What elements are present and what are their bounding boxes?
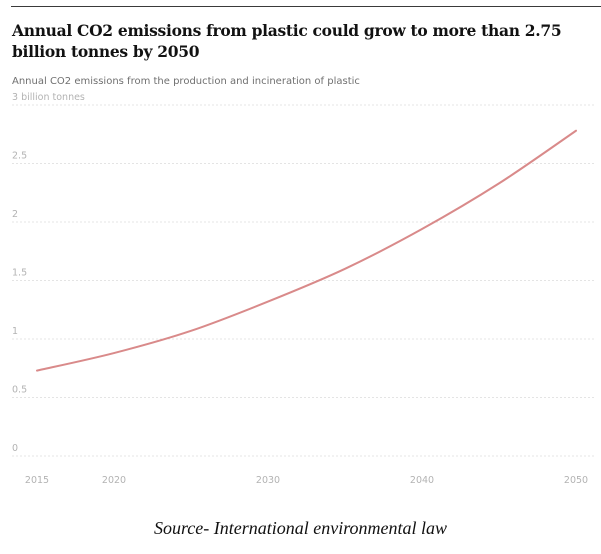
y-tick-label: 2 [12, 209, 18, 220]
data-point [575, 130, 577, 132]
source-caption: Source- International environmental law [153, 518, 448, 538]
y-tick-label: 1.5 [12, 268, 27, 279]
y-tick-label: 3 billion tonnes [12, 92, 85, 103]
y-tick-label: 2.5 [12, 151, 27, 162]
top-rule [11, 6, 601, 7]
data-point [344, 268, 346, 270]
x-tick-label: 2040 [410, 475, 434, 486]
x-tick-label: 2030 [256, 475, 280, 486]
y-tick-label: 0 [12, 443, 18, 454]
chart-subtitle: Annual CO2 emissions from the production… [12, 76, 360, 87]
grid-lines [12, 104, 596, 457]
data-point [190, 330, 192, 332]
x-tick-label: 2020 [102, 475, 126, 486]
data-point [498, 182, 500, 184]
data-point [113, 352, 115, 354]
y-tick-label: 0.5 [12, 385, 27, 396]
chart-title: Annual CO2 emissions from plastic could … [12, 21, 562, 61]
x-tick-labels: 2015 2020 2030 2040 2050 [25, 475, 588, 486]
data-point [36, 370, 38, 372]
series-line [36, 129, 577, 372]
y-tick-label: 1 [12, 326, 18, 337]
series-group [36, 129, 577, 372]
line-chart: 0 0.5 1 1.5 2 2.5 3 billion tonnes 2015 2020 203… [12, 92, 596, 486]
x-tick-label: 2015 [25, 475, 49, 486]
y-tick-labels: 0 0.5 1 1.5 2 2.5 3 billion tonnes [12, 92, 85, 454]
data-point [267, 301, 269, 303]
x-tick-label: 2050 [564, 475, 588, 486]
data-point [421, 228, 423, 230]
